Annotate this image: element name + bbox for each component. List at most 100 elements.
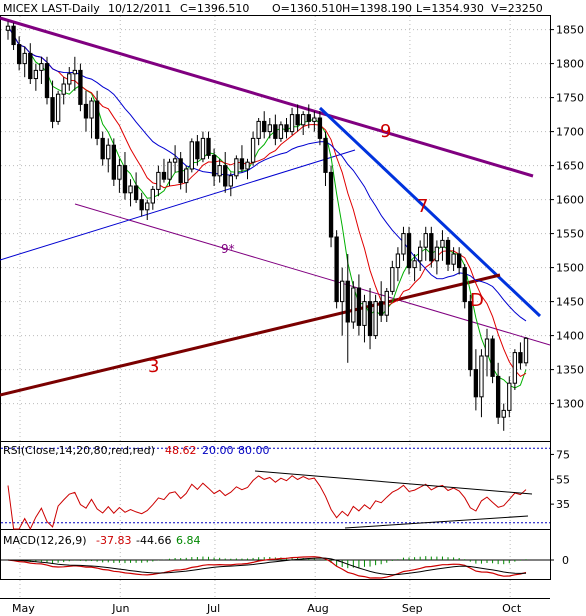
y-tick-label: 1350	[556, 364, 584, 377]
y-tick-label: 1550	[556, 228, 584, 241]
candle-body	[89, 100, 94, 119]
rsi-tick-label: 55	[556, 473, 570, 486]
rsi-trendline-upper	[254, 470, 533, 495]
candle-body	[195, 141, 200, 160]
candle-body	[223, 165, 228, 187]
candle-body	[28, 52, 33, 80]
candle-body	[473, 369, 479, 398]
candle-body	[250, 137, 256, 163]
candle-body	[395, 253, 401, 269]
candle-body	[518, 352, 523, 364]
macd-signal: -44.66	[136, 534, 171, 547]
candle-body	[100, 137, 105, 160]
candle-body	[445, 239, 451, 265]
header-date: 10/12/2011	[108, 2, 171, 15]
candle-body	[167, 161, 172, 180]
y-tick-label: 1700	[556, 126, 584, 139]
candle-body	[340, 280, 345, 303]
label-nine-upper: 9	[380, 121, 391, 142]
candle-body	[150, 188, 155, 204]
candle-body	[334, 236, 339, 303]
x-tick-label: Aug	[307, 602, 328, 615]
candle-body	[50, 97, 55, 122]
candle-body	[462, 267, 467, 303]
candle-body	[367, 301, 373, 337]
candle-body	[111, 144, 116, 180]
candle-body	[256, 120, 261, 139]
candle-body	[456, 253, 462, 269]
macd-signal-line	[7, 557, 527, 576]
candle-body	[184, 168, 189, 184]
moving-average-10	[7, 25, 527, 378]
x-tick-label: May	[12, 602, 35, 615]
y-tick-label: 1800	[556, 58, 584, 71]
macd-line	[7, 556, 527, 579]
candle-body	[44, 63, 50, 99]
candle-body	[133, 185, 139, 201]
candle-body	[507, 382, 512, 411]
header-low: L=1354.930	[416, 2, 484, 15]
header-high: H=1398.190	[342, 2, 412, 15]
moving-average-5	[7, 25, 527, 389]
candle-body	[345, 280, 350, 323]
candle-body	[362, 301, 367, 326]
rsi-panel: 75 55 35	[1, 447, 570, 531]
candle-body	[228, 175, 233, 187]
candle-body	[379, 301, 384, 316]
candle-body	[284, 124, 289, 133]
candle-body	[5, 25, 11, 31]
candle-body	[323, 137, 328, 173]
candle-body	[16, 44, 22, 65]
x-tick-label: Oct	[502, 602, 522, 615]
panel-frames	[0, 15, 551, 599]
label-nine-star: 9*	[221, 242, 235, 256]
candle-body	[72, 69, 78, 75]
candle-body	[401, 233, 406, 255]
trendline-blue-channel	[0, 149, 356, 261]
y-tick-label: 1500	[556, 262, 584, 275]
candle-body	[262, 120, 267, 133]
candle-body	[267, 124, 272, 133]
trendline-blue-7	[318, 106, 542, 318]
rsi-tick-label: 75	[556, 448, 570, 461]
candle-body	[106, 144, 111, 160]
candle-body	[33, 69, 39, 80]
candle-body	[490, 338, 495, 377]
macd-label: MACD(12,26,9)	[3, 534, 87, 547]
rsi-trendline-lower	[344, 515, 529, 529]
macd-panel: 0	[1, 554, 569, 579]
candle-body	[117, 165, 122, 180]
candle-body	[200, 137, 206, 160]
candle-body	[206, 137, 211, 156]
rsi-upper: 80.00	[238, 444, 270, 457]
candle-body	[234, 158, 239, 177]
candle-body	[61, 83, 66, 95]
candle-body	[312, 117, 317, 122]
macd-tick-label: 0	[562, 554, 569, 567]
candle-body	[295, 114, 300, 126]
candle-body	[245, 161, 250, 170]
macd-value: -37.83	[96, 534, 131, 547]
y-tick-label: 1650	[556, 160, 584, 173]
y-tick-label: 1300	[556, 398, 584, 411]
header-volume: V=23250	[491, 2, 543, 15]
candle-body	[178, 158, 183, 184]
candle-body	[67, 73, 72, 85]
x-tick-label: Sep	[402, 602, 423, 615]
candle-body	[83, 103, 89, 119]
candle-body	[139, 199, 144, 211]
candle-body	[239, 158, 245, 170]
candle-body	[423, 233, 428, 248]
candle-body	[434, 246, 440, 262]
candle-body	[78, 69, 83, 105]
y-tick-label: 1450	[556, 296, 584, 309]
candle-body	[122, 165, 128, 194]
x-tick-label: Jun	[111, 602, 129, 615]
candle-body	[39, 63, 44, 71]
price-candles	[5, 21, 529, 431]
x-axis-labels: May Jun Jul Aug Sep Oct	[12, 602, 522, 615]
candle-body	[406, 233, 412, 269]
candle-body	[128, 185, 133, 194]
label-d: D	[470, 290, 484, 311]
